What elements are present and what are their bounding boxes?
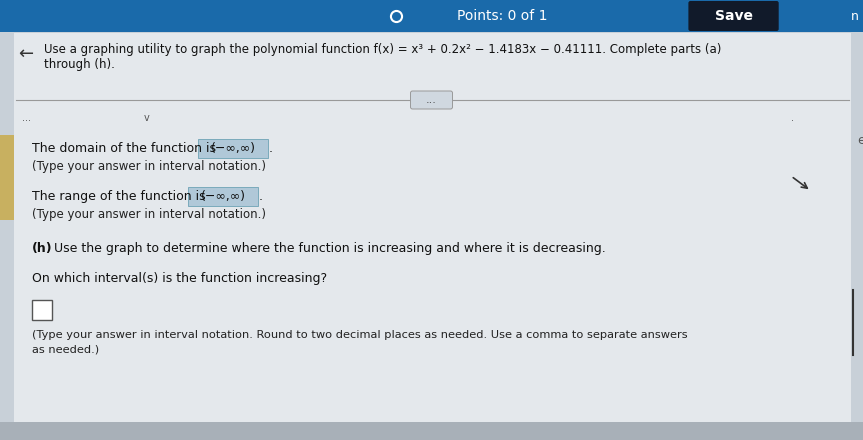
Text: (Type your answer in interval notation.): (Type your answer in interval notation.) (32, 160, 266, 172)
Text: (−∞,∞): (−∞,∞) (200, 190, 245, 202)
Text: .: . (269, 142, 273, 154)
Bar (0, 0, 863, 32)
Text: Use the graph to determine where the function is increasing and where it is decr: Use the graph to determine where the fun… (50, 242, 606, 254)
FancyBboxPatch shape (198, 139, 268, 158)
Text: Save: Save (715, 9, 753, 23)
Text: Points: 0 of 1: Points: 0 of 1 (457, 9, 548, 23)
FancyBboxPatch shape (411, 91, 452, 109)
Text: ...: ... (426, 95, 437, 105)
Text: ←: ← (18, 45, 33, 63)
Text: The range of the function is: The range of the function is (32, 190, 205, 202)
Text: through (h).: through (h). (44, 58, 115, 70)
Text: as needed.): as needed.) (32, 344, 99, 354)
Text: ...: ... (22, 113, 31, 123)
Bar (0, 422, 863, 440)
Text: (h): (h) (32, 242, 53, 254)
Text: .: . (259, 190, 263, 202)
Text: On which interval(s) is the function increasing?: On which interval(s) is the function inc… (32, 271, 327, 285)
Text: Use a graphing utility to graph the polynomial function f(x) = x³ + 0.2x² − 1.41: Use a graphing utility to graph the poly… (44, 43, 721, 55)
Text: (−∞,∞): (−∞,∞) (211, 142, 255, 154)
Text: (Type your answer in interval notation.): (Type your answer in interval notation.) (32, 208, 266, 220)
Text: e: e (857, 133, 863, 147)
Bar (14, 33, 851, 422)
Bar (0, 135, 14, 220)
Bar (32, 300, 52, 320)
FancyBboxPatch shape (188, 187, 258, 205)
Text: .: . (791, 113, 794, 123)
Text: (Type your answer in interval notation. Round to two decimal places as needed. U: (Type your answer in interval notation. … (32, 330, 688, 340)
Text: n: n (851, 10, 859, 22)
FancyBboxPatch shape (689, 1, 778, 31)
Text: v: v (144, 113, 150, 123)
Text: The domain of the function is: The domain of the function is (32, 142, 216, 154)
